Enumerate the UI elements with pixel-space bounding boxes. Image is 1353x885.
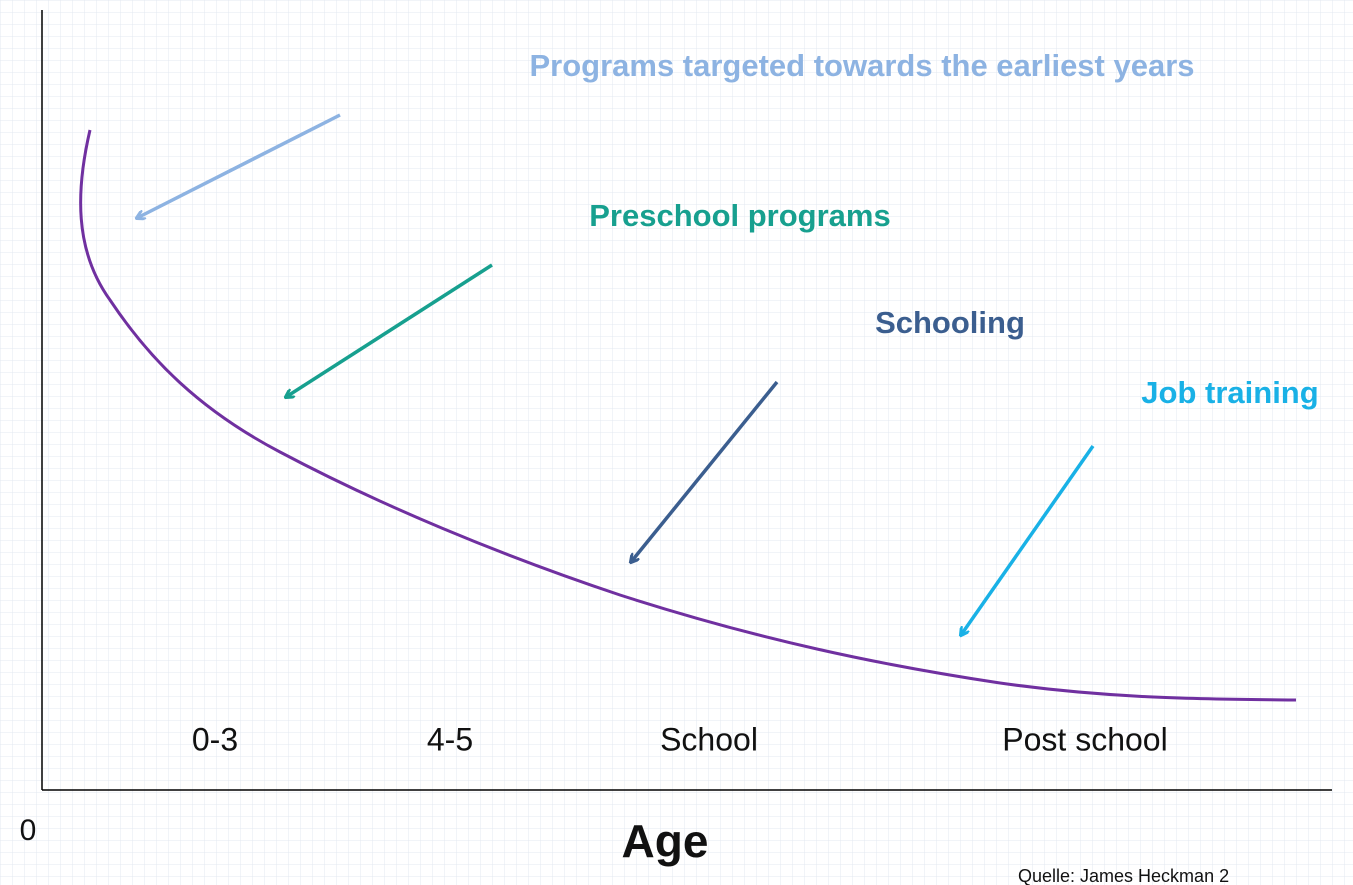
annotation: Programs targeted towards the earliest y… [529, 48, 1194, 83]
return-curve [79, 129, 1297, 702]
source-note: Quelle: James Heckman 2 [1018, 866, 1229, 885]
stage-label: Post school [1002, 721, 1167, 757]
stage-label: 0-3 [192, 721, 238, 757]
annotation: Preschool programs [589, 198, 890, 233]
arrow [286, 263, 493, 397]
origin-label: 0 [20, 814, 37, 847]
stage-label: 4-5 [427, 721, 473, 757]
arrow [137, 113, 341, 218]
annotation: Job training [1141, 375, 1318, 410]
stage-label: School [660, 721, 758, 757]
x-axis-label: Age [622, 815, 709, 867]
arrow [631, 380, 779, 562]
arrow [961, 444, 1095, 635]
annotation: Schooling [875, 305, 1025, 340]
